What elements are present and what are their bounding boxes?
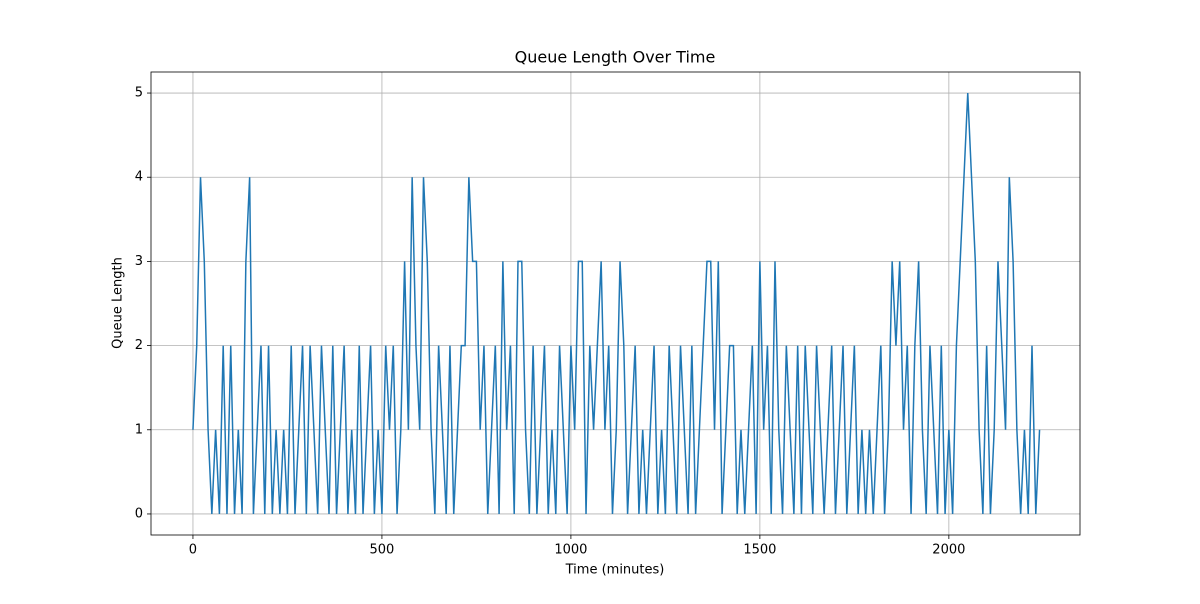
x-axis-label: Time (minutes) (565, 563, 665, 578)
chart-title: Queue Length Over Time (515, 48, 716, 67)
y-tick-label: 4 (135, 170, 143, 185)
y-tick-label: 5 (135, 86, 143, 101)
x-tick-label: 1500 (743, 543, 776, 558)
y-tick-label: 0 (135, 506, 143, 521)
y-tick-label: 2 (135, 338, 143, 353)
y-tick-label: 3 (135, 254, 143, 269)
x-tick-label: 2000 (932, 543, 965, 558)
data-line (192, 93, 1041, 514)
plot-frame (150, 71, 1081, 536)
x-tick-label: 500 (370, 543, 395, 558)
y-tick-label: 1 (135, 422, 143, 437)
x-tick-label: 1000 (554, 543, 587, 558)
x-tick-label: 0 (189, 543, 197, 558)
y-axis-label: Queue Length (111, 257, 126, 349)
